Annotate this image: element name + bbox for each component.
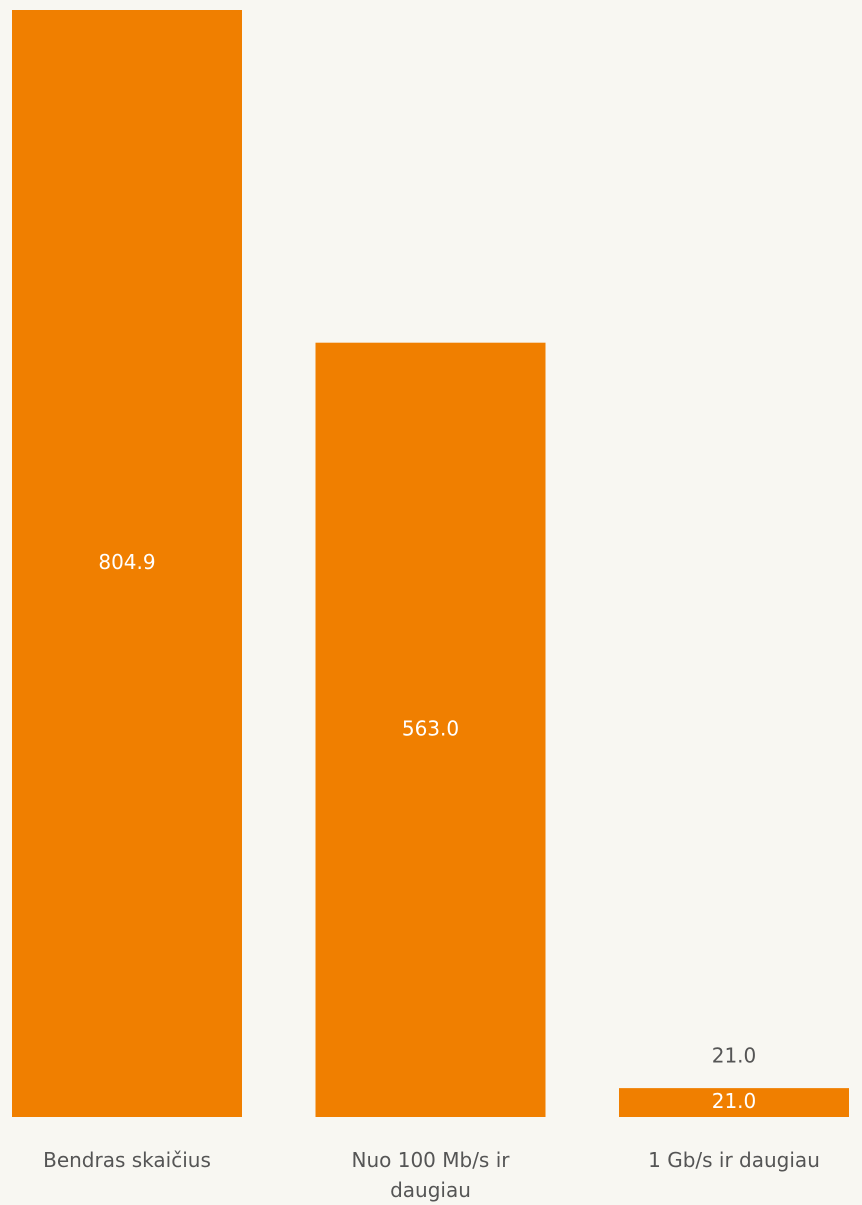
bar bbox=[619, 1088, 849, 1117]
bar bbox=[12, 10, 242, 1117]
value-label: 21.0 bbox=[712, 1089, 757, 1113]
x-tick-label: 1 Gb/s ir daugiau bbox=[648, 1148, 820, 1172]
value-label: 563.0 bbox=[402, 716, 459, 740]
value-label-outside: 21.0 bbox=[712, 1044, 757, 1068]
x-tick-label: Nuo 100 Mb/s ir daugiau bbox=[351, 1148, 510, 1202]
x-tick-label: Bendras skaičius bbox=[43, 1148, 211, 1172]
bar bbox=[315, 342, 546, 1117]
chart: 804.9 563.0 21.0 21.0 bbox=[12, 10, 849, 1117]
value-label: 804.9 bbox=[98, 550, 155, 574]
